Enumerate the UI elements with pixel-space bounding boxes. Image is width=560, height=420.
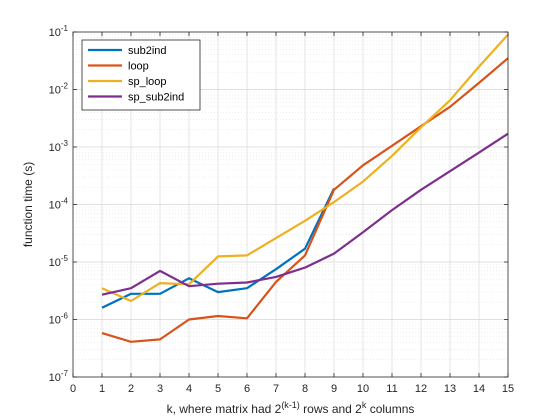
x-tick-label-2: 2 (128, 383, 134, 395)
x-axis-ticks: 0 1 2 3 4 5 6 7 8 9 10 11 12 13 14 15 (70, 32, 514, 395)
x-axis-label: k, where matrix had 2(k-1) rows and 2k c… (167, 400, 415, 416)
x-tick-label-3: 3 (157, 383, 163, 395)
y-tick-label-3: 10-4 (49, 197, 69, 212)
legend-label-loop: loop (128, 61, 149, 73)
x-tick-label-4: 4 (186, 383, 192, 395)
x-tick-label-8: 8 (302, 383, 308, 395)
x-tick-label-10: 10 (357, 383, 369, 395)
series-line-sp_sub2ind (101, 132, 509, 296)
y-tick-label-6: 10-1 (49, 24, 69, 39)
x-tick-label-5: 5 (215, 383, 221, 395)
series-line-loop (101, 57, 509, 343)
series-line-sp_loop (101, 33, 509, 303)
y-tick-label-4: 10-3 (49, 139, 69, 154)
x-tick-label-6: 6 (244, 383, 250, 395)
x-tick-label-9: 9 (331, 383, 337, 395)
legend-label-sp_sub2ind: sp_sub2ind (128, 92, 184, 104)
x-tick-label-15: 15 (502, 383, 514, 395)
x-tick-label-13: 13 (444, 383, 456, 395)
legend-label-sp_loop: sp_loop (128, 76, 167, 88)
y-axis-label: function time (s) (21, 162, 35, 247)
x-tick-label-12: 12 (415, 383, 427, 395)
x-tick-label-14: 14 (473, 383, 485, 395)
y-tick-label-1: 10-6 (49, 312, 69, 327)
series-lines (101, 33, 509, 343)
y-axis-ticks: 10-7 10-6 10-5 10-4 10-3 10-2 10-1 (49, 24, 508, 384)
x-tick-label-0: 0 (70, 383, 76, 395)
x-tick-label-1: 1 (99, 383, 105, 395)
y-tick-label-5: 10-2 (49, 82, 69, 97)
legend-label-sub2ind: sub2ind (128, 45, 167, 57)
x-tick-label-7: 7 (273, 383, 279, 395)
legend: sub2ind loop sp_loop sp_sub2ind (81, 39, 201, 111)
y-tick-label-2: 10-5 (49, 254, 69, 269)
y-tick-label-0: 10-7 (49, 369, 69, 384)
x-tick-label-11: 11 (386, 383, 397, 395)
legend-box (81, 39, 201, 111)
